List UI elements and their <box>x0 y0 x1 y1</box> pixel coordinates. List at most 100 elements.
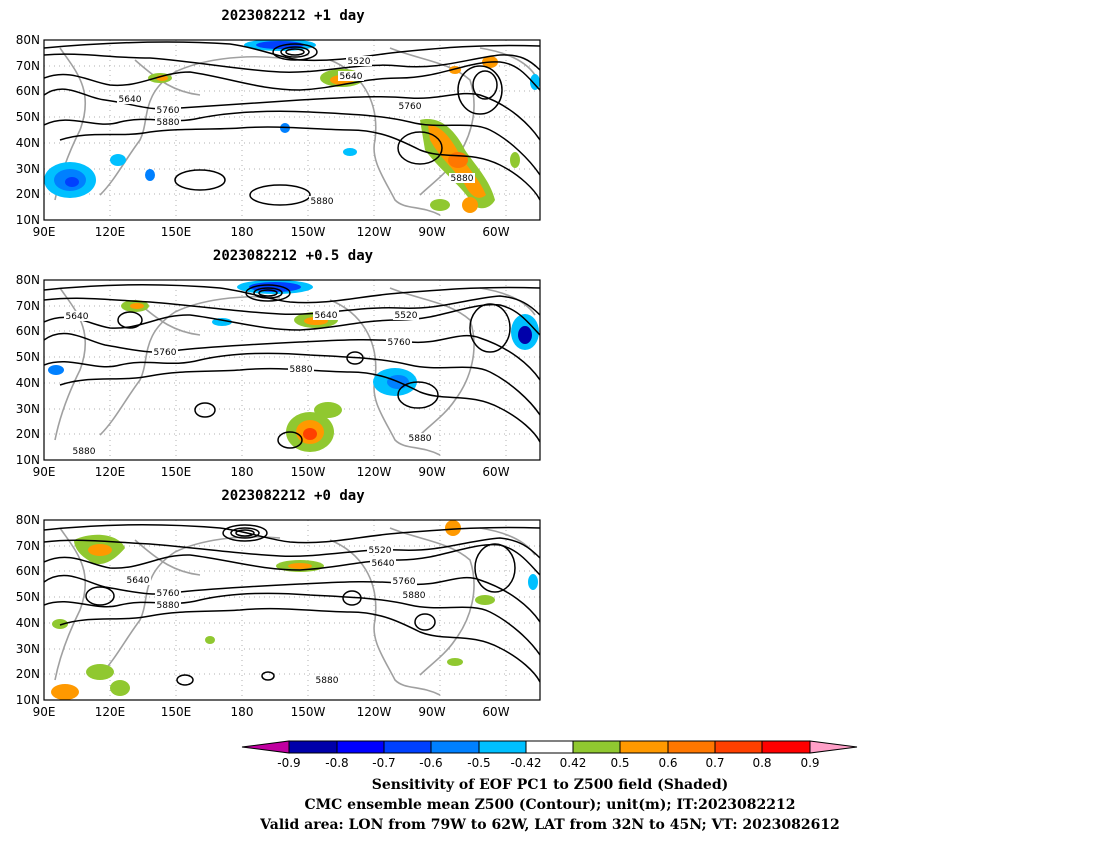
colorbar-bin <box>288 740 338 754</box>
contour-labels: 5520 5640 5640 5760 5880 5760 5880 5880 <box>117 56 475 207</box>
colorbar-tick-label: -0.7 <box>372 756 395 770</box>
lon-tick-label: 90E <box>33 225 56 239</box>
contours <box>44 524 540 686</box>
lon-tick-label: 90W <box>418 465 445 479</box>
colorbar-bin <box>383 740 432 754</box>
lat-tick-label: 60N <box>16 84 40 98</box>
contour-label: 5760 <box>154 348 177 358</box>
contour-label: 5760 <box>393 577 416 587</box>
lat-tick-label: 20N <box>16 667 40 681</box>
caption-line-3: Valid area: LON from 79W to 62W, LAT fro… <box>260 817 840 833</box>
shade-region <box>511 314 539 350</box>
lat-tick-label: 40N <box>16 136 40 150</box>
shade-region <box>52 619 463 666</box>
contour-label: 5880 <box>409 434 432 444</box>
contour-label: 5640 <box>127 576 150 586</box>
lat-tick-label: 60N <box>16 564 40 578</box>
colorbar-tick-label: -0.6 <box>419 756 442 770</box>
lon-tick-label: 120E <box>95 465 126 479</box>
contour-label: 5880 <box>316 676 339 686</box>
map-panel-1day: 2023082212 +1 day <box>16 8 541 239</box>
colorbar-tick-label: 0.5 <box>610 756 629 770</box>
lon-tick-label: 150E <box>161 225 192 239</box>
lat-tick-label: 10N <box>16 693 40 707</box>
lat-axis: 80N 70N 60N 50N 40N 30N 20N 10N <box>16 513 40 707</box>
coastlines <box>54 47 536 216</box>
lat-tick-label: 40N <box>16 616 40 630</box>
contour-label: 5880 <box>73 447 96 457</box>
contour-label: 5760 <box>157 106 180 116</box>
lon-tick-label: 180 <box>231 465 254 479</box>
lon-tick-label: 90W <box>418 705 445 719</box>
map-frame <box>43 39 541 221</box>
colorbar-tick-label: -0.5 <box>467 756 490 770</box>
lon-tick-label: 150W <box>291 225 326 239</box>
contour-label: 5880 <box>157 118 180 128</box>
colorbar-bin <box>761 740 811 754</box>
lat-tick-label: 20N <box>16 187 40 201</box>
lat-axis: 80N 70N 60N 50N 40N 30N 20N 10N <box>16 273 40 467</box>
colorbar-bin <box>336 740 385 754</box>
contour-label: 5640 <box>119 95 142 105</box>
lon-tick-label: 120E <box>95 705 126 719</box>
lon-tick-label: 90E <box>33 705 56 719</box>
colorbar-tick-label: 0.6 <box>658 756 677 770</box>
panel-title: 2023082212 +0 day <box>221 488 365 504</box>
contour-label: 5520 <box>348 57 371 67</box>
contour-label: 5880 <box>451 174 474 184</box>
lat-tick-label: 50N <box>16 110 40 124</box>
map-frame <box>43 519 541 701</box>
shade-region <box>51 664 130 700</box>
shading <box>44 40 540 213</box>
lat-tick-label: 10N <box>16 453 40 467</box>
map-frame <box>43 279 541 461</box>
lat-tick-label: 80N <box>16 513 40 527</box>
shade-region <box>286 402 342 452</box>
lat-tick-label: 70N <box>16 299 40 313</box>
lat-tick-label: 30N <box>16 162 40 176</box>
lat-tick-label: 40N <box>16 376 40 390</box>
contour-label: 5880 <box>157 601 180 611</box>
lat-tick-label: 70N <box>16 59 40 73</box>
colorbar-high-arrow <box>809 740 858 754</box>
lat-tick-label: 70N <box>16 539 40 553</box>
lon-axis: 90E 120E 150E 180 150W 120W 90W 60W <box>33 705 510 719</box>
contour-labels: 5640 5640 5520 5760 5760 5880 5880 5880 <box>64 310 433 457</box>
contour-label: 5640 <box>372 559 395 569</box>
contour-label: 5880 <box>290 365 313 375</box>
caption-line-1: Sensitivity of EOF PC1 to Z500 field (Sh… <box>371 777 729 793</box>
colorbar-tick-label: 0.8 <box>752 756 771 770</box>
map-panel-0.5day: 2023082212 +0.5 day <box>16 248 541 479</box>
contour-label: 5520 <box>395 311 418 321</box>
coastlines <box>54 287 536 456</box>
lat-tick-label: 30N <box>16 642 40 656</box>
shading <box>51 520 538 700</box>
contour-label: 5760 <box>157 589 180 599</box>
lon-tick-label: 120W <box>357 465 392 479</box>
colorbar-bin <box>619 740 669 754</box>
contour-labels: 5520 5640 5640 5760 5760 5880 5880 5880 <box>125 545 427 686</box>
shade-region <box>121 300 149 312</box>
contour-label: 5640 <box>66 312 89 322</box>
colorbar-bin <box>572 740 621 754</box>
colorbar-tick-label: -0.8 <box>325 756 348 770</box>
lon-tick-label: 150W <box>291 465 326 479</box>
lat-tick-label: 10N <box>16 213 40 227</box>
contour-label: 5640 <box>340 72 363 82</box>
colorbar-bin <box>430 740 480 754</box>
lon-tick-label: 120E <box>95 225 126 239</box>
panel-title: 2023082212 +1 day <box>221 8 365 24</box>
lon-axis: 90E 120E 150E 180 150W 120W 90W 60W <box>33 225 510 239</box>
contour-label: 5520 <box>369 546 392 556</box>
colorbar-bin <box>478 740 527 754</box>
colorbar-tick-label: 0.42 <box>560 756 587 770</box>
lon-tick-label: 150W <box>291 705 326 719</box>
lon-tick-label: 90E <box>33 465 56 479</box>
lon-tick-label: 120W <box>357 225 392 239</box>
shade-region <box>110 154 155 181</box>
colorbar-tick-label: -0.9 <box>277 756 300 770</box>
lon-tick-label: 60W <box>482 225 509 239</box>
lat-tick-label: 50N <box>16 590 40 604</box>
lon-tick-label: 180 <box>231 705 254 719</box>
lat-tick-label: 30N <box>16 402 40 416</box>
